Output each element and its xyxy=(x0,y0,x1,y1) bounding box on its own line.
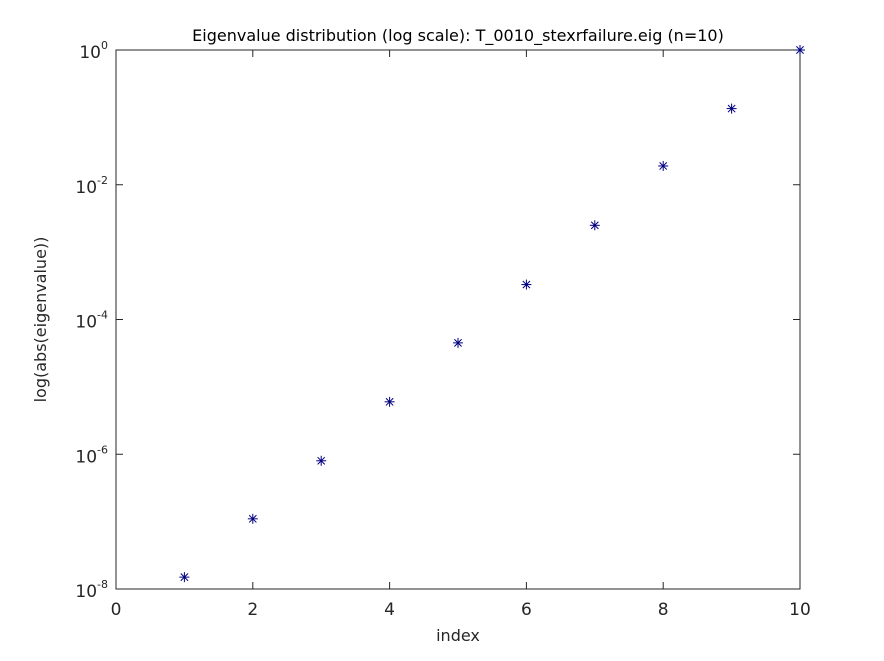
x-tick-label: 2 xyxy=(247,600,258,620)
marker-stroke xyxy=(385,397,394,406)
data-point xyxy=(795,45,805,55)
x-tick-label: 6 xyxy=(521,600,532,620)
data-point xyxy=(247,513,258,524)
marker-stroke xyxy=(317,456,326,465)
y-tick-label: 10-2 xyxy=(75,174,108,198)
y-tick-label: 10-8 xyxy=(75,578,108,602)
y-axis-title: log(abs(eigenvalue)) xyxy=(31,237,50,403)
data-point xyxy=(589,220,600,231)
x-tick-label: 0 xyxy=(111,600,122,620)
y-tick-label: 10-6 xyxy=(75,443,108,467)
y-tick-label: 100 xyxy=(79,39,108,63)
marker-stroke xyxy=(659,162,668,170)
marker-stroke xyxy=(248,514,257,523)
data-point xyxy=(453,337,463,348)
data-point xyxy=(316,455,327,466)
data-point xyxy=(658,160,669,171)
marker-stroke xyxy=(727,104,736,113)
data-point xyxy=(384,396,395,407)
chart-title: Eigenvalue distribution (log scale): T_0… xyxy=(192,26,724,46)
x-tick-label: 8 xyxy=(658,600,669,620)
marker-stroke xyxy=(590,221,599,230)
x-tick-label: 10 xyxy=(789,600,811,620)
x-axis-title: index xyxy=(436,626,480,645)
marker-stroke xyxy=(454,338,462,347)
marker-stroke xyxy=(180,573,189,582)
plot-area: 0 2 4 6 8 10 10-8 10-6 10-4 10-2 100 xyxy=(75,39,810,620)
y-tick-label: 10-4 xyxy=(75,309,108,333)
marker-stroke xyxy=(796,46,804,54)
data-point xyxy=(521,279,532,290)
data-point xyxy=(179,572,190,583)
x-tick-label: 4 xyxy=(384,600,395,620)
marker-stroke xyxy=(522,280,531,289)
data-point xyxy=(726,103,737,114)
